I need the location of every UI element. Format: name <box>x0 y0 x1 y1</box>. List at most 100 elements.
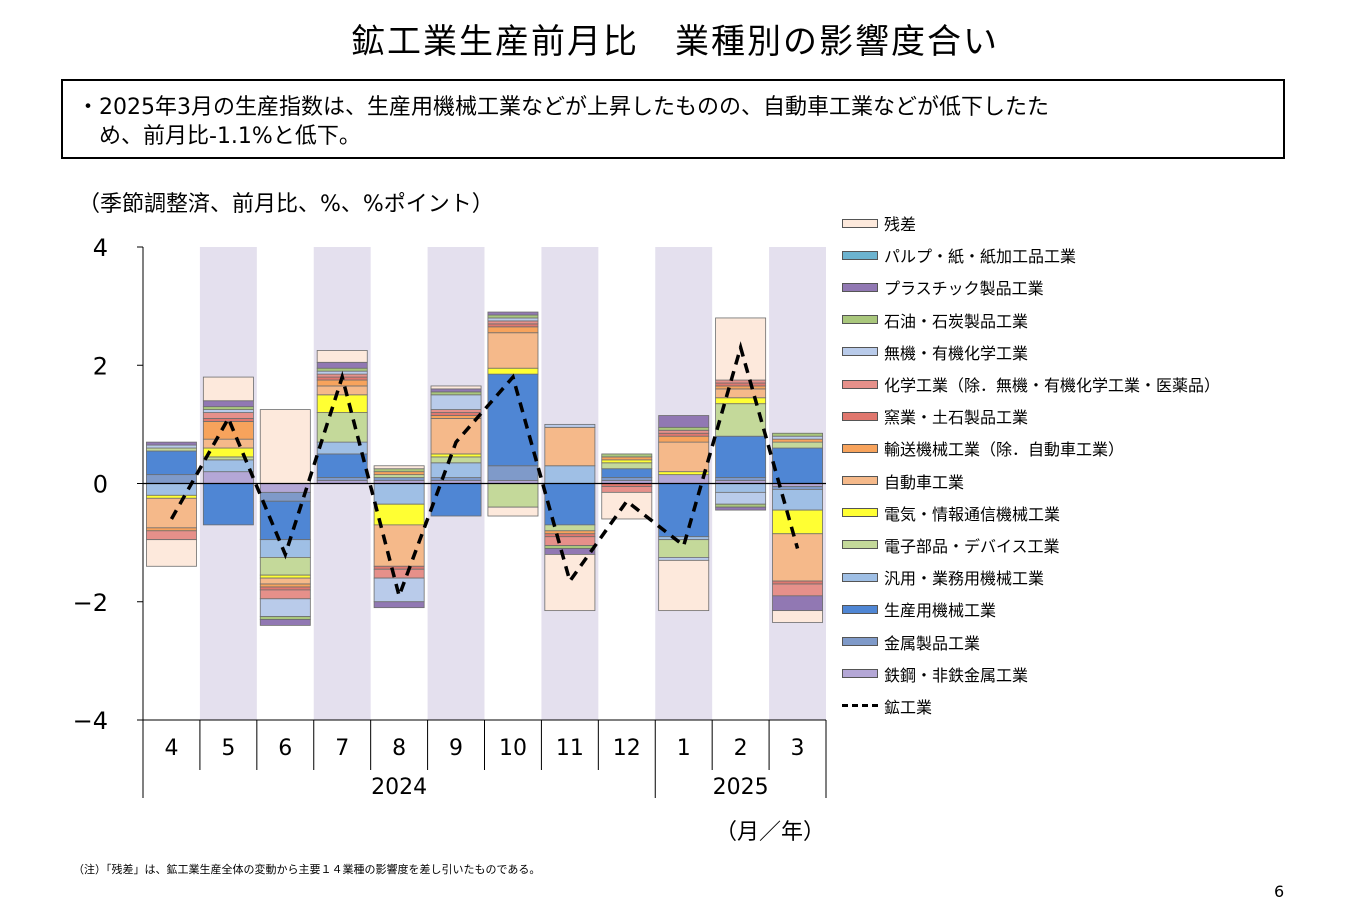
legend-line-swatch <box>842 704 878 707</box>
bar-segment <box>716 386 766 389</box>
bar-segment <box>772 442 822 448</box>
bar-segment <box>374 469 424 472</box>
legend-item: 電気・情報通信機械工業 <box>842 497 1282 529</box>
bar-segment <box>545 549 595 555</box>
bar-segment <box>772 611 822 623</box>
bar-segment <box>772 433 822 436</box>
bar-segment <box>488 466 538 481</box>
bar-segment <box>659 433 709 436</box>
x-tick-label: 5 <box>221 736 235 761</box>
page-number: 6 <box>1274 882 1284 901</box>
bar-segment <box>431 410 481 413</box>
chart-legend: 残差パルプ・紙・紙加工品工業プラスチック製品工業石油・石炭製品工業無機・有機化学… <box>842 207 1282 722</box>
legend-label: 自動車工業 <box>884 469 964 493</box>
legend-item: 鉱工業 <box>842 690 1282 722</box>
bar-segment <box>488 321 538 324</box>
bar-segment <box>146 540 196 567</box>
bar-segment <box>431 395 481 410</box>
legend-label: プラスチック製品工業 <box>884 275 1044 299</box>
bar-segment <box>374 484 424 505</box>
bar-segment <box>716 389 766 398</box>
bar-segment <box>431 418 481 453</box>
bar-segment <box>431 416 481 419</box>
bar-segment <box>545 546 595 549</box>
bar-segment <box>260 484 310 493</box>
bar-segment <box>146 528 196 531</box>
bar-segment <box>602 463 652 469</box>
bar-segment <box>260 599 310 617</box>
bar-segment <box>374 602 424 608</box>
bar-segment <box>431 463 481 478</box>
bar-segment <box>716 507 766 510</box>
legend-swatch <box>842 476 878 485</box>
bar-segment <box>260 590 310 599</box>
bar-segment <box>659 475 709 484</box>
bar-segment <box>374 475 424 478</box>
bar-segment <box>716 492 766 504</box>
legend-item: 汎用・業務用機械工業 <box>842 561 1282 593</box>
legend-label: パルプ・紙・紙加工品工業 <box>884 243 1076 267</box>
bar-segment <box>772 534 822 581</box>
legend-swatch <box>842 669 878 678</box>
bar-segment <box>716 380 766 383</box>
legend-item: プラスチック製品工業 <box>842 271 1282 303</box>
bar-segment <box>659 416 709 428</box>
bar-segment <box>772 439 822 442</box>
legend-swatch <box>842 219 878 228</box>
legend-swatch <box>842 540 878 549</box>
bar-segment <box>488 312 538 315</box>
legend-item: 石油・石炭製品工業 <box>842 304 1282 336</box>
x-tick-label: 7 <box>335 736 349 761</box>
bar-segment <box>545 534 595 537</box>
legend-item: 残差 <box>842 207 1282 239</box>
bar-segment <box>545 531 595 534</box>
year-label: 2024 <box>371 775 427 800</box>
bar-segment <box>260 617 310 620</box>
legend-swatch <box>842 573 878 582</box>
bar-segment <box>488 368 538 374</box>
bar-segment <box>716 484 766 493</box>
bar-segment <box>146 451 196 475</box>
bar-segment <box>488 324 538 327</box>
x-tick-label: 9 <box>449 736 463 761</box>
bar-segment <box>716 398 766 404</box>
bar-segment <box>146 448 196 451</box>
legend-item: パルプ・紙・紙加工品工業 <box>842 239 1282 271</box>
bar-segment <box>659 537 709 540</box>
legend-item: 自動車工業 <box>842 465 1282 497</box>
bar-segment <box>545 554 595 610</box>
bar-segment <box>203 413 253 419</box>
bar-segment <box>374 566 424 569</box>
legend-item: 化学工業（除．無機・有機化学工業・医薬品） <box>842 368 1282 400</box>
bar-segment <box>260 501 310 539</box>
bar-segment <box>260 557 310 575</box>
year-label: 2025 <box>713 775 769 800</box>
bar-segment <box>488 484 538 508</box>
bar-segment <box>659 484 709 537</box>
legend-swatch <box>842 637 878 646</box>
x-tick-label: 12 <box>613 736 641 761</box>
bar-segment <box>146 531 196 540</box>
bar-segment <box>374 478 424 481</box>
bar-segment <box>659 560 709 610</box>
bar-segment <box>772 584 822 596</box>
bar-segment <box>203 472 253 484</box>
bar-segment <box>374 569 424 578</box>
bar-segment <box>659 442 709 472</box>
bar-segment <box>488 333 538 368</box>
bar-segment <box>488 374 538 466</box>
bar-segment <box>488 318 538 321</box>
bar-segment <box>317 454 367 478</box>
bar-segment <box>203 418 253 421</box>
bar-segment <box>317 368 367 371</box>
bar-segment <box>431 454 481 457</box>
legend-swatch <box>842 283 878 292</box>
legend-label: 汎用・業務用機械工業 <box>884 565 1044 589</box>
footnote: （注）「残差」は、鉱工業生産全体の変動から主要１４業種の影響度を差し引いたもので… <box>73 861 540 877</box>
bar-segment <box>146 445 196 448</box>
legend-label: 金属製品工業 <box>884 630 980 654</box>
bar-segment <box>772 596 822 611</box>
bar-segment <box>545 466 595 484</box>
legend-item: 金属製品工業 <box>842 625 1282 657</box>
x-tick-label: 6 <box>278 736 292 761</box>
